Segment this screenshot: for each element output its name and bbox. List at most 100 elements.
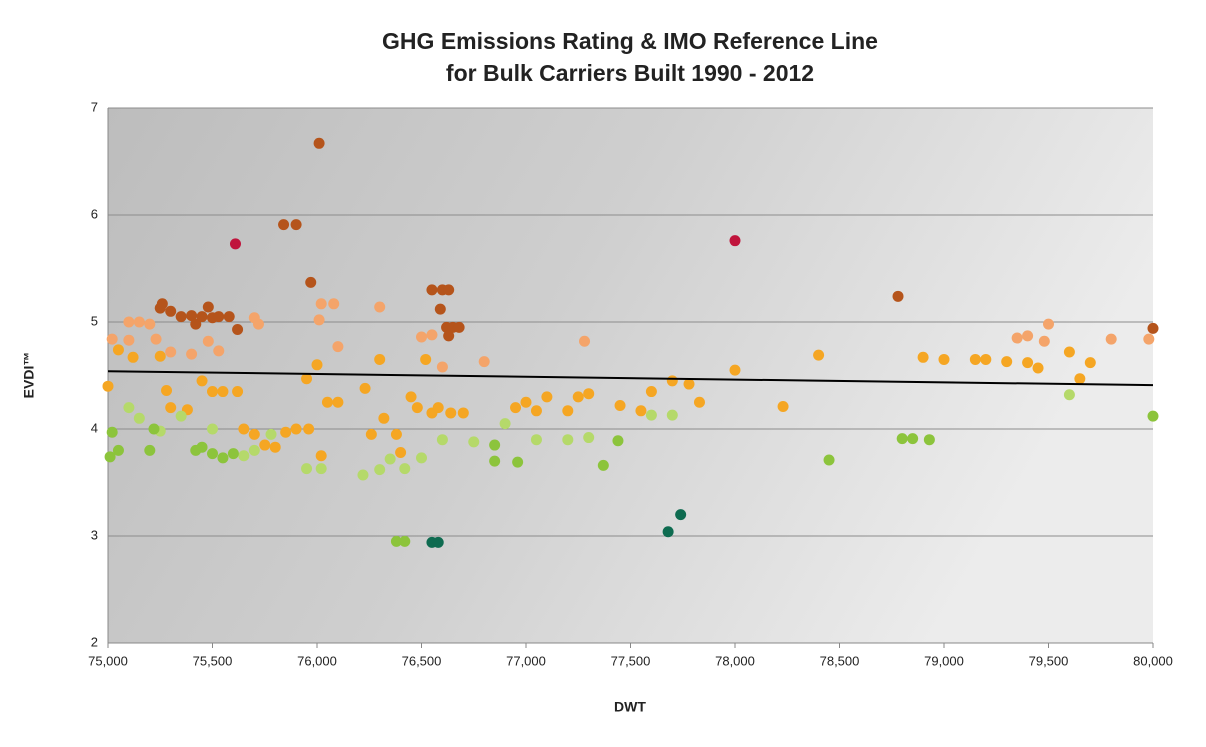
point — [366, 429, 377, 440]
point — [907, 433, 918, 444]
point — [316, 463, 327, 474]
point — [314, 314, 325, 325]
point — [433, 402, 444, 413]
point — [579, 336, 590, 347]
point — [207, 448, 218, 459]
point — [541, 391, 552, 402]
point — [224, 311, 235, 322]
x-tick-label: 77,000 — [506, 653, 546, 668]
point — [426, 329, 437, 340]
point — [512, 457, 523, 468]
point — [1022, 357, 1033, 368]
point — [314, 138, 325, 149]
point — [489, 440, 500, 451]
x-tick-label: 79,000 — [924, 653, 964, 668]
point — [374, 464, 385, 475]
point — [228, 448, 239, 459]
point — [531, 434, 542, 445]
point — [939, 354, 950, 365]
point — [395, 447, 406, 458]
point — [824, 455, 835, 466]
point — [416, 452, 427, 463]
point — [500, 418, 511, 429]
point — [893, 291, 904, 302]
point — [332, 397, 343, 408]
plot-area — [108, 108, 1153, 643]
x-tick-label: 80,000 — [1133, 653, 1173, 668]
point — [197, 311, 208, 322]
point — [123, 317, 134, 328]
point — [232, 386, 243, 397]
y-tick-label: 4 — [91, 420, 98, 435]
point — [238, 424, 249, 435]
point — [531, 405, 542, 416]
y-tick-label: 3 — [91, 527, 98, 542]
x-tick-label: 78,000 — [715, 653, 755, 668]
point — [667, 375, 678, 386]
point — [1043, 319, 1054, 330]
point — [1085, 357, 1096, 368]
point — [420, 354, 431, 365]
point — [328, 298, 339, 309]
point — [203, 302, 214, 313]
point — [454, 322, 465, 333]
point — [667, 410, 678, 421]
point — [510, 402, 521, 413]
point — [813, 350, 824, 361]
point — [280, 427, 291, 438]
point — [399, 463, 410, 474]
point — [374, 302, 385, 313]
point — [663, 526, 674, 537]
point — [399, 536, 410, 547]
point — [270, 442, 281, 453]
x-tick-label: 77,500 — [611, 653, 651, 668]
chart-subtitle: for Bulk Carriers Built 1990 - 2012 — [446, 60, 814, 86]
point — [249, 445, 260, 456]
point — [186, 349, 197, 360]
point — [694, 397, 705, 408]
point — [406, 391, 417, 402]
y-tick-label: 2 — [91, 634, 98, 649]
point — [598, 460, 609, 471]
point — [253, 319, 264, 330]
point — [303, 424, 314, 435]
x-axis-title: DWT — [614, 699, 646, 715]
point — [437, 434, 448, 445]
point — [646, 386, 657, 397]
point — [1148, 411, 1159, 422]
point — [305, 277, 316, 288]
x-tick-label: 76,500 — [402, 653, 442, 668]
point — [266, 429, 277, 440]
point — [445, 407, 456, 418]
point — [374, 354, 385, 365]
point — [291, 219, 302, 230]
point — [123, 335, 134, 346]
point — [259, 440, 270, 451]
y-tick-label: 6 — [91, 206, 98, 221]
point — [103, 381, 114, 392]
point — [203, 336, 214, 347]
point — [897, 433, 908, 444]
point — [1106, 334, 1117, 345]
point — [322, 397, 333, 408]
point — [207, 386, 218, 397]
point — [278, 219, 289, 230]
point — [312, 359, 323, 370]
point — [107, 427, 118, 438]
point — [635, 405, 646, 416]
point — [1074, 373, 1085, 384]
point — [489, 456, 500, 467]
point — [437, 361, 448, 372]
point — [134, 413, 145, 424]
x-tick-label: 76,000 — [297, 653, 337, 668]
point — [165, 402, 176, 413]
point — [238, 450, 249, 461]
point — [433, 537, 444, 548]
point — [113, 344, 124, 355]
point — [197, 375, 208, 386]
point — [144, 445, 155, 456]
point — [232, 324, 243, 335]
y-tick-label: 7 — [91, 99, 98, 114]
point — [479, 356, 490, 367]
point — [157, 298, 168, 309]
